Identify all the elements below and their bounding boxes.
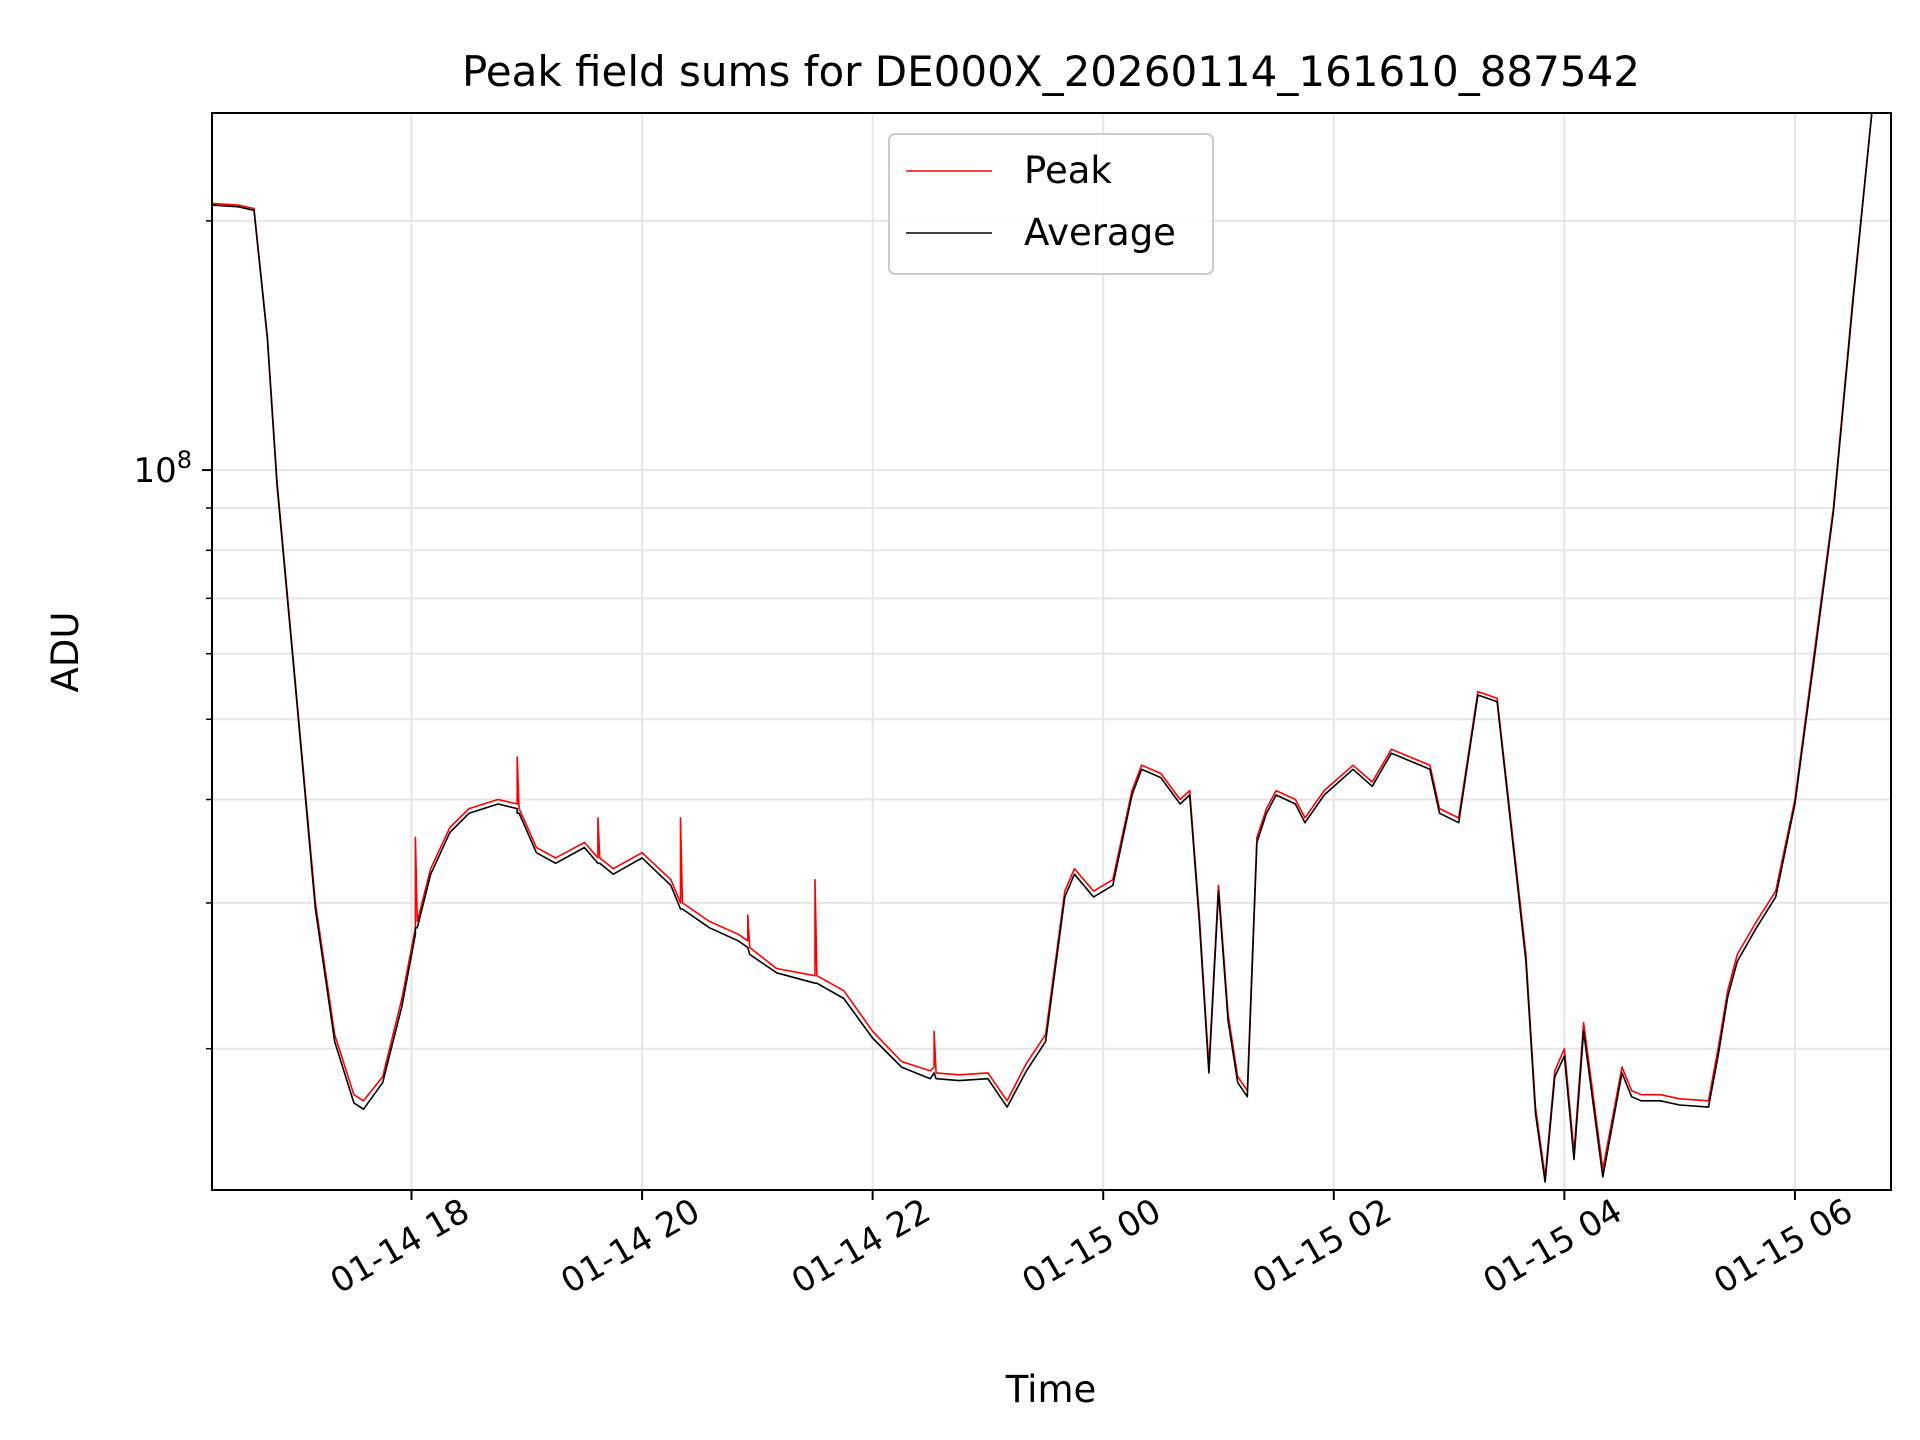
legend-box bbox=[888, 133, 1214, 275]
legend: Peak Average bbox=[888, 133, 1214, 275]
legend-label-average: Average bbox=[1024, 211, 1176, 254]
x-axis-label: Time bbox=[1005, 1368, 1097, 1411]
series-line-average bbox=[211, 112, 1891, 1183]
y-axis-label: ADU bbox=[44, 612, 87, 693]
chart-title: Peak field sums for DE000X_20260114_1616… bbox=[462, 47, 1640, 96]
plot-series bbox=[211, 112, 1891, 1183]
legend-label-peak: Peak bbox=[1024, 149, 1112, 192]
plot-area-frame bbox=[211, 112, 1892, 1191]
y-tick-label: 108 bbox=[133, 446, 192, 491]
